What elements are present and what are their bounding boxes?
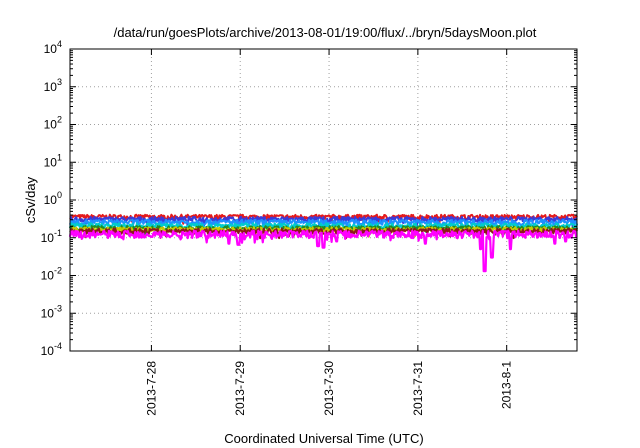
- y-tick-label: 10-3: [41, 303, 62, 320]
- series-line-8: [68, 229, 578, 273]
- y-tick-label: 104: [44, 39, 62, 56]
- y-tick-label: 102: [44, 115, 62, 132]
- x-tick-label: 2013-7-30: [322, 361, 336, 416]
- series-line-7: [69, 227, 578, 240]
- x-tick-label: 2013-8-1: [500, 361, 514, 409]
- y-tick-label: 10-1: [41, 228, 62, 245]
- y-tick-label: 10-4: [41, 341, 62, 358]
- ticks: 10-4 10-3 10-2 10-1 100 101 102 103 104 2013-7-28…: [41, 39, 577, 416]
- x-axis-label: Coordinated Universal Time (UTC): [224, 431, 423, 446]
- x-tick-label: 2013-7-29: [233, 361, 247, 416]
- series-layer: [68, 213, 578, 273]
- grid: [70, 49, 577, 351]
- y-tick-label: 101: [44, 152, 62, 169]
- y-tick-label: 103: [44, 77, 62, 94]
- x-tick-label: 2013-7-31: [411, 361, 425, 416]
- chart-title: /data/run/goesPlots/archive/2013-08-01/1…: [114, 25, 537, 40]
- y-tick-label: 100: [44, 190, 62, 207]
- y-axis-label: cSv/day: [23, 176, 38, 223]
- x-tick-label: 2013-7-28: [144, 361, 158, 416]
- y-tick-label: 10-2: [41, 266, 62, 283]
- series-line-3: [69, 218, 578, 231]
